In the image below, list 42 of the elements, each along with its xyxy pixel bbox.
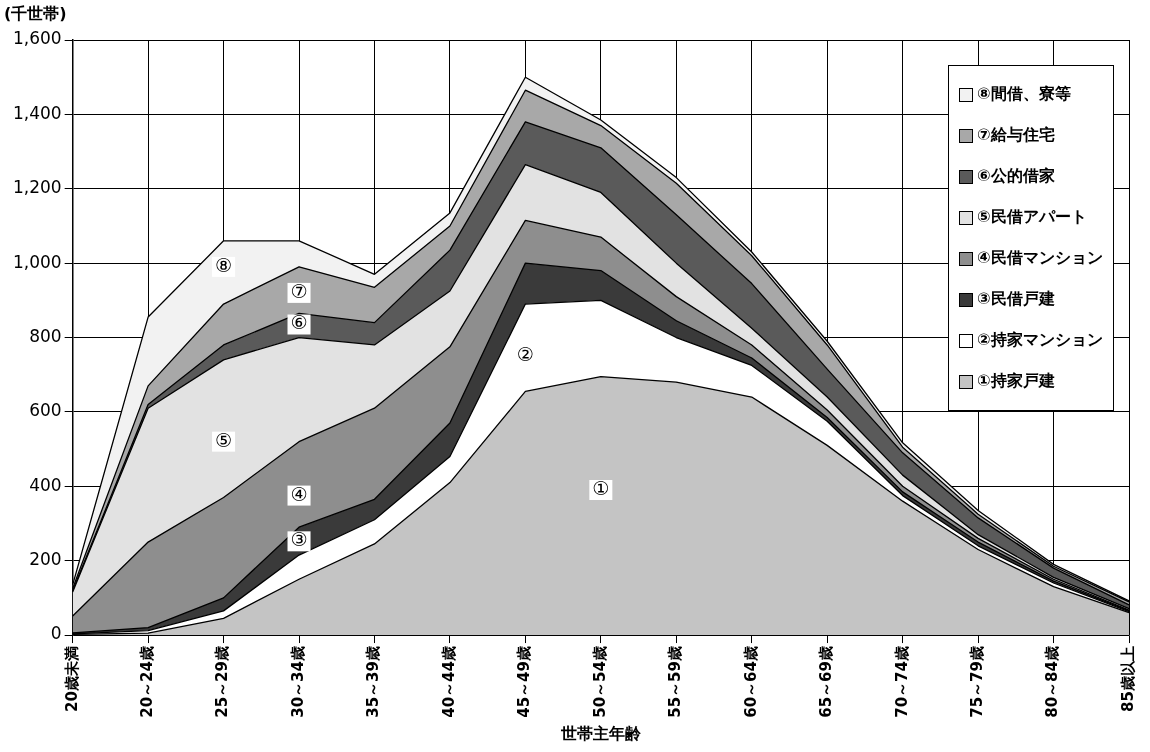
y-tick-label: 1,000 — [13, 251, 62, 272]
annotation: ⑧ — [215, 253, 233, 276]
x-tick-label: 20～24歳 — [138, 646, 157, 718]
x-tick-label: 55～59歳 — [666, 646, 685, 718]
annotation: ④ — [290, 482, 308, 505]
x-tick-label: 75～79歳 — [967, 646, 986, 718]
legend-label: ⑥公的借家 — [977, 166, 1055, 187]
annotation: ⑥ — [290, 311, 308, 334]
legend-label: ②持家マンション — [977, 330, 1103, 351]
x-tick-label: 35～39歳 — [364, 646, 383, 718]
annotation: ③ — [290, 528, 308, 551]
x-tick-label: 30～34歳 — [288, 646, 307, 718]
y-axis-title: (千世帯) — [4, 4, 67, 25]
x-tick-label: 25～29歳 — [213, 646, 232, 718]
x-tick-label: 85歳以上 — [1118, 646, 1137, 712]
annotation: ② — [516, 343, 534, 366]
y-tick-label: 1,400 — [13, 102, 62, 123]
y-tick-label: 400 — [29, 474, 62, 495]
legend-label: ⑧間借、寮等 — [977, 84, 1071, 105]
legend-label: ③民借戸建 — [977, 289, 1055, 310]
y-tick-label: 1,200 — [13, 177, 62, 198]
annotation: ⑤ — [215, 428, 233, 451]
y-tick-label: 0 — [50, 623, 62, 644]
x-tick-label: 65～69歳 — [817, 646, 836, 718]
legend-label: ①持家戸建 — [977, 371, 1055, 392]
y-tick-label: 800 — [29, 325, 62, 346]
legend-label: ⑤民借アパート — [977, 207, 1087, 228]
legend-label: ⑦給与住宅 — [977, 125, 1055, 146]
y-tick-label: 1,600 — [13, 28, 62, 49]
annotation: ⑦ — [290, 279, 308, 302]
x-tick-label: 45～49歳 — [515, 646, 534, 718]
x-tick-label: 70～74歳 — [892, 646, 911, 718]
legend-label: ④民借マンション — [977, 248, 1103, 269]
x-tick-label: 40～44歳 — [439, 646, 458, 718]
y-tick-label: 600 — [29, 400, 62, 421]
x-tick-label: 20歳未満 — [62, 646, 81, 712]
annotation: ① — [592, 476, 610, 499]
x-tick-label: 80～84歳 — [1043, 646, 1062, 718]
x-tick-label: 50～54歳 — [590, 646, 609, 718]
x-axis-title: 世帯主年齢 — [559, 723, 642, 743]
y-tick-label: 200 — [29, 549, 62, 570]
x-tick-label: 60～64歳 — [741, 646, 760, 718]
